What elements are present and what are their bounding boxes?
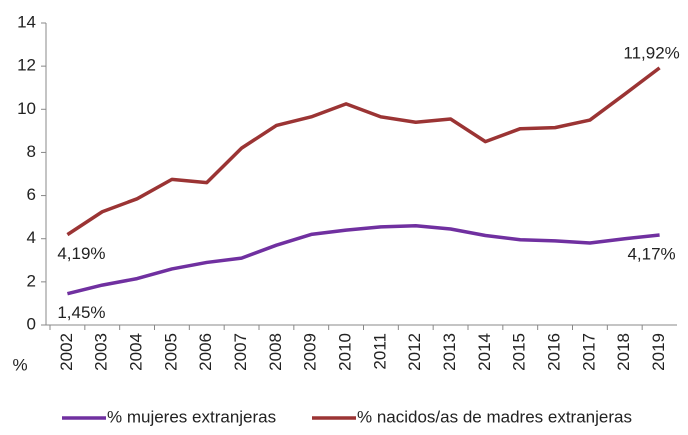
- x-tick-label: 2017: [579, 333, 598, 371]
- x-tick-label: 2004: [127, 333, 146, 371]
- y-axis-label: %: [12, 355, 27, 374]
- x-tick-label: 2010: [336, 333, 355, 371]
- x-tick-label: 2002: [57, 333, 76, 371]
- data-label: 4,17%: [627, 245, 675, 264]
- line-series: [66, 66, 661, 237]
- x-tick-label: 2012: [405, 333, 424, 371]
- x-tick-label: 2003: [92, 333, 111, 371]
- y-tick-label: 8: [27, 142, 36, 161]
- data-label: 4,19%: [57, 244, 105, 263]
- x-tick-label: 2019: [649, 333, 668, 371]
- x-tick-label: 2007: [231, 333, 250, 371]
- y-tick-label: 2: [27, 271, 36, 290]
- line-series: [66, 224, 660, 296]
- y-tick-label: 0: [27, 314, 36, 333]
- y-tick-label: 4: [27, 228, 36, 247]
- data-label: 11,92%: [623, 43, 679, 62]
- x-tick-label: 2016: [545, 333, 564, 371]
- legend-label: % mujeres extranjeras: [107, 407, 276, 426]
- x-tick-label: 2018: [614, 333, 633, 371]
- y-tick-label: 10: [17, 99, 36, 118]
- y-tick-label: 14: [17, 12, 36, 31]
- x-tick-label: 2006: [196, 333, 215, 371]
- x-tick-label: 2013: [440, 333, 459, 371]
- x-tick-label: 2015: [510, 333, 529, 371]
- legend-label: % nacidos/as de madres extranjeras: [357, 407, 632, 426]
- x-tick-label: 2009: [301, 333, 320, 371]
- x-tick-label: 2014: [475, 333, 494, 371]
- x-tick-label: 2011: [370, 333, 389, 370]
- x-tick-label: 2008: [266, 333, 285, 371]
- y-tick-label: 6: [27, 185, 36, 204]
- data-label: 1,45%: [57, 303, 105, 322]
- x-tick-label: 2005: [161, 333, 180, 371]
- y-tick-label: 12: [17, 56, 36, 75]
